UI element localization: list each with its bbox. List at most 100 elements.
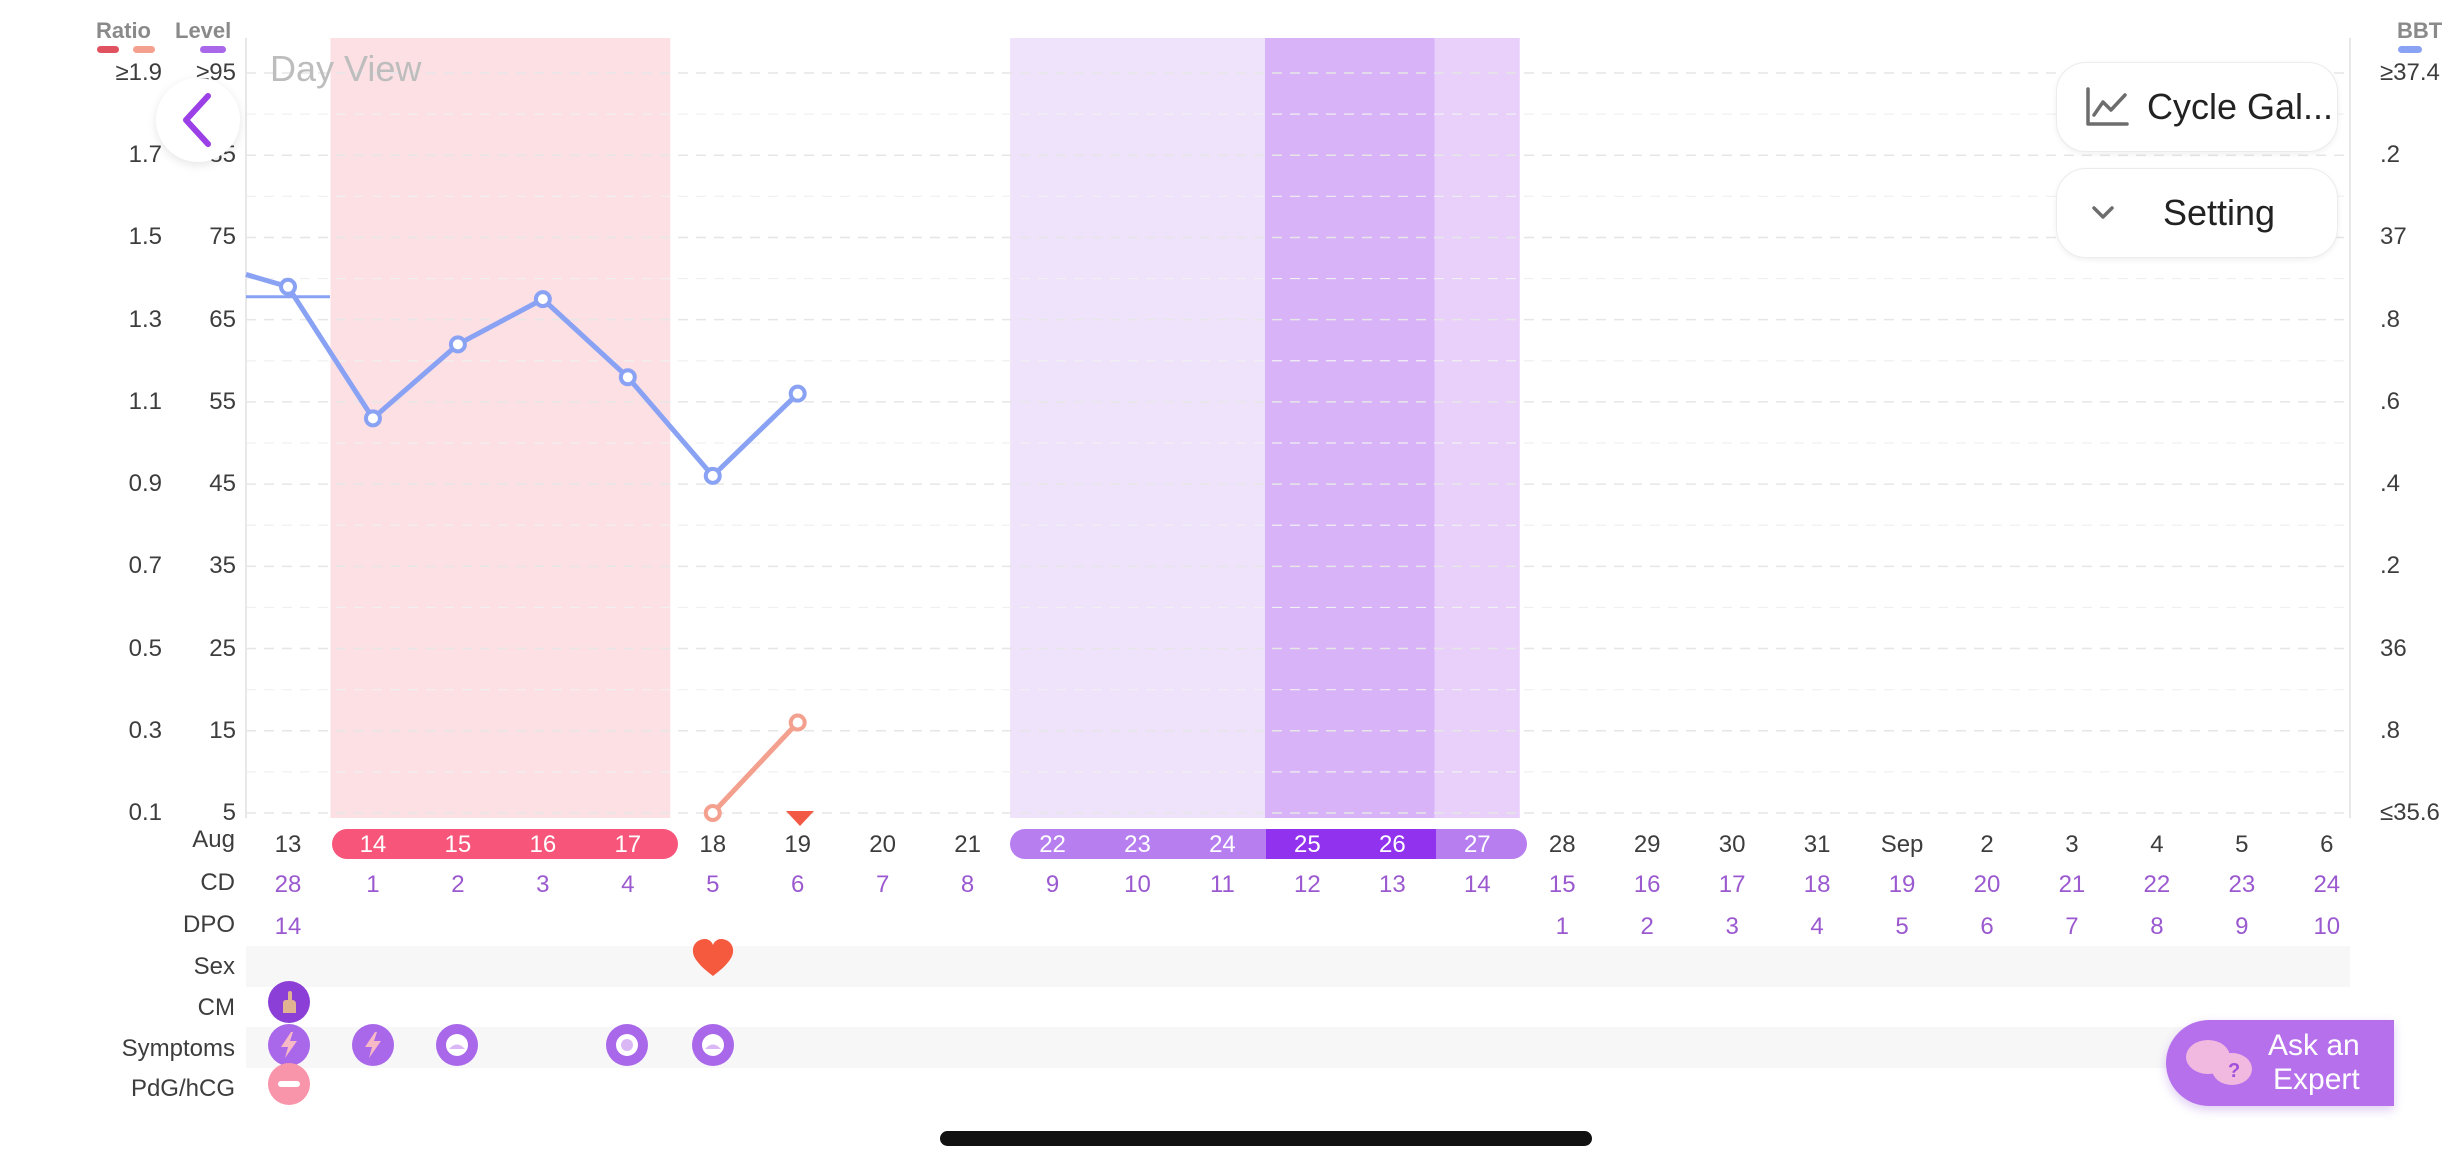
dates-cell[interactable]: 25: [1294, 831, 1321, 858]
ask-expert-button[interactable]: ? Ask an Expert: [2166, 1020, 2394, 1106]
symptom-cramp-icon[interactable]: [268, 1024, 310, 1066]
cd-cell: 5: [706, 871, 720, 898]
level-tick: 15: [209, 716, 236, 744]
home-indicator: [940, 1131, 1592, 1146]
dates-cell[interactable]: 29: [1633, 831, 1661, 858]
period-days-pill: [332, 829, 678, 859]
cd-cell: 18: [1803, 871, 1831, 898]
symptom-cramp-icon-2[interactable]: [352, 1024, 394, 1066]
dates-cell[interactable]: 6: [2320, 831, 2334, 858]
dpo-cell: 9: [2235, 913, 2249, 940]
dpo-cell: 4: [1810, 913, 1824, 940]
dates-cell[interactable]: 22: [1039, 831, 1066, 858]
cd-cell: 2: [451, 871, 465, 898]
ratio-tick: 0.9: [128, 470, 162, 498]
dates-cell[interactable]: 17: [614, 831, 642, 858]
dates-cell[interactable]: 19: [784, 831, 812, 858]
dates-cell[interactable]: 23: [1124, 831, 1151, 858]
dates-cell[interactable]: 31: [1803, 831, 1831, 858]
fertile-band: [1010, 38, 1265, 818]
dates-cell[interactable]: 5: [2235, 831, 2249, 858]
symptoms-row-bg: [246, 1027, 2350, 1068]
heart-icon[interactable]: [691, 938, 735, 978]
ask-expert-label-1: Ask an: [2268, 1029, 2360, 1062]
sex-row-label: Sex: [193, 953, 235, 980]
dpo-cell: 5: [1895, 913, 1909, 940]
dates-cell[interactable]: 27: [1463, 831, 1491, 858]
bbt-tick: 36: [2380, 634, 2407, 662]
dates-cell[interactable]: 15: [444, 831, 472, 858]
level-legend-label: Level: [175, 18, 232, 43]
bbt-point: [703, 466, 722, 485]
bbt-tick: .2: [2380, 141, 2401, 169]
symptom-bloating-icon-2[interactable]: [692, 1024, 734, 1066]
symptom-headache-icon[interactable]: [606, 1024, 648, 1066]
back-button[interactable]: [156, 78, 240, 162]
dpo-cell: 3: [1725, 913, 1739, 940]
cm-entry-icon[interactable]: [268, 981, 310, 1023]
dates-cell[interactable]: 28: [1548, 831, 1576, 858]
dates-cell[interactable]: 4: [2150, 831, 2164, 858]
dates-cell[interactable]: 20: [869, 831, 896, 858]
level-point: [788, 713, 807, 732]
bbt-tick: .8: [2380, 305, 2401, 333]
dates-cell[interactable]: 3: [2065, 831, 2079, 858]
cd-cell: 12: [1294, 871, 1321, 898]
dates-cell[interactable]: 18: [699, 831, 727, 858]
dates-cell[interactable]: 30: [1718, 831, 1746, 858]
level-tick: 65: [209, 305, 236, 333]
pdg-negative-icon[interactable]: [268, 1063, 310, 1105]
ratio-tick: 1.5: [128, 223, 162, 251]
cd-cell: 22: [2143, 871, 2171, 898]
ratio-tick: 1.1: [128, 387, 162, 415]
cd-cell: 9: [1045, 871, 1060, 898]
bbt-tick: .8: [2380, 716, 2401, 744]
dates-cell[interactable]: 26: [1378, 831, 1406, 858]
dpo-cell: 7: [2065, 913, 2079, 940]
dates-cell[interactable]: 16: [529, 831, 557, 858]
ratio-tick: ≥1.9: [115, 59, 162, 86]
cd-cell: 8: [960, 871, 975, 898]
cd-cell: 20: [1973, 871, 2001, 898]
bbt-point: [279, 277, 297, 296]
cd-cell: 6: [791, 871, 805, 898]
ratio-tick: 0.1: [128, 799, 162, 826]
dpo-row-label: DPO: [182, 911, 235, 938]
period-band: [330, 38, 671, 818]
dates-cell[interactable]: 13: [274, 831, 302, 858]
cd-cell: 16: [1633, 871, 1661, 898]
expert-chat-icon: ?: [2186, 1040, 2252, 1085]
dates-cell[interactable]: 24: [1209, 831, 1236, 858]
dates-cell[interactable]: 2: [1980, 831, 1994, 858]
ask-expert-label-2: Expert: [2273, 1063, 2360, 1096]
level-tick: 35: [209, 552, 236, 580]
bbt-line: [245, 272, 800, 479]
cd-cell: 7: [875, 871, 890, 898]
bbt-tick: ≤35.6: [2380, 799, 2440, 826]
chart-title: Day View: [270, 48, 422, 89]
pdg-hcg-row-label: PdG/hCG: [130, 1075, 235, 1102]
cd-cell: 24: [2313, 871, 2341, 898]
cd-cell: 23: [2228, 871, 2256, 898]
dpo-cell: 1: [1555, 913, 1569, 940]
today-marker-icon: [786, 811, 814, 826]
chart-line-icon: [2086, 87, 2129, 126]
cycle-gallery-button[interactable]: Cycle Gal...: [2056, 62, 2338, 152]
bbt-point: [618, 368, 637, 387]
cd-cell: 14: [1463, 871, 1491, 898]
level-tick: 75: [209, 223, 236, 251]
level-point: [703, 804, 722, 822]
cycle-gallery-label: Cycle Gal...: [2147, 86, 2334, 127]
ratio-tick: 0.7: [128, 552, 162, 580]
ratio-tick: 1.7: [128, 141, 162, 169]
dates-cell[interactable]: 14: [359, 831, 387, 858]
dates-cell[interactable]: Sep: [1880, 831, 1924, 858]
bbt-tick: .2: [2380, 552, 2401, 580]
setting-button[interactable]: Setting: [2056, 168, 2338, 258]
cd-cell: 3: [536, 871, 550, 898]
dpo-cell: 8: [2150, 913, 2164, 940]
symptom-bloating-icon[interactable]: [436, 1024, 478, 1066]
sex-row-bg: [246, 946, 2350, 987]
dates-cell[interactable]: 21: [954, 831, 981, 858]
